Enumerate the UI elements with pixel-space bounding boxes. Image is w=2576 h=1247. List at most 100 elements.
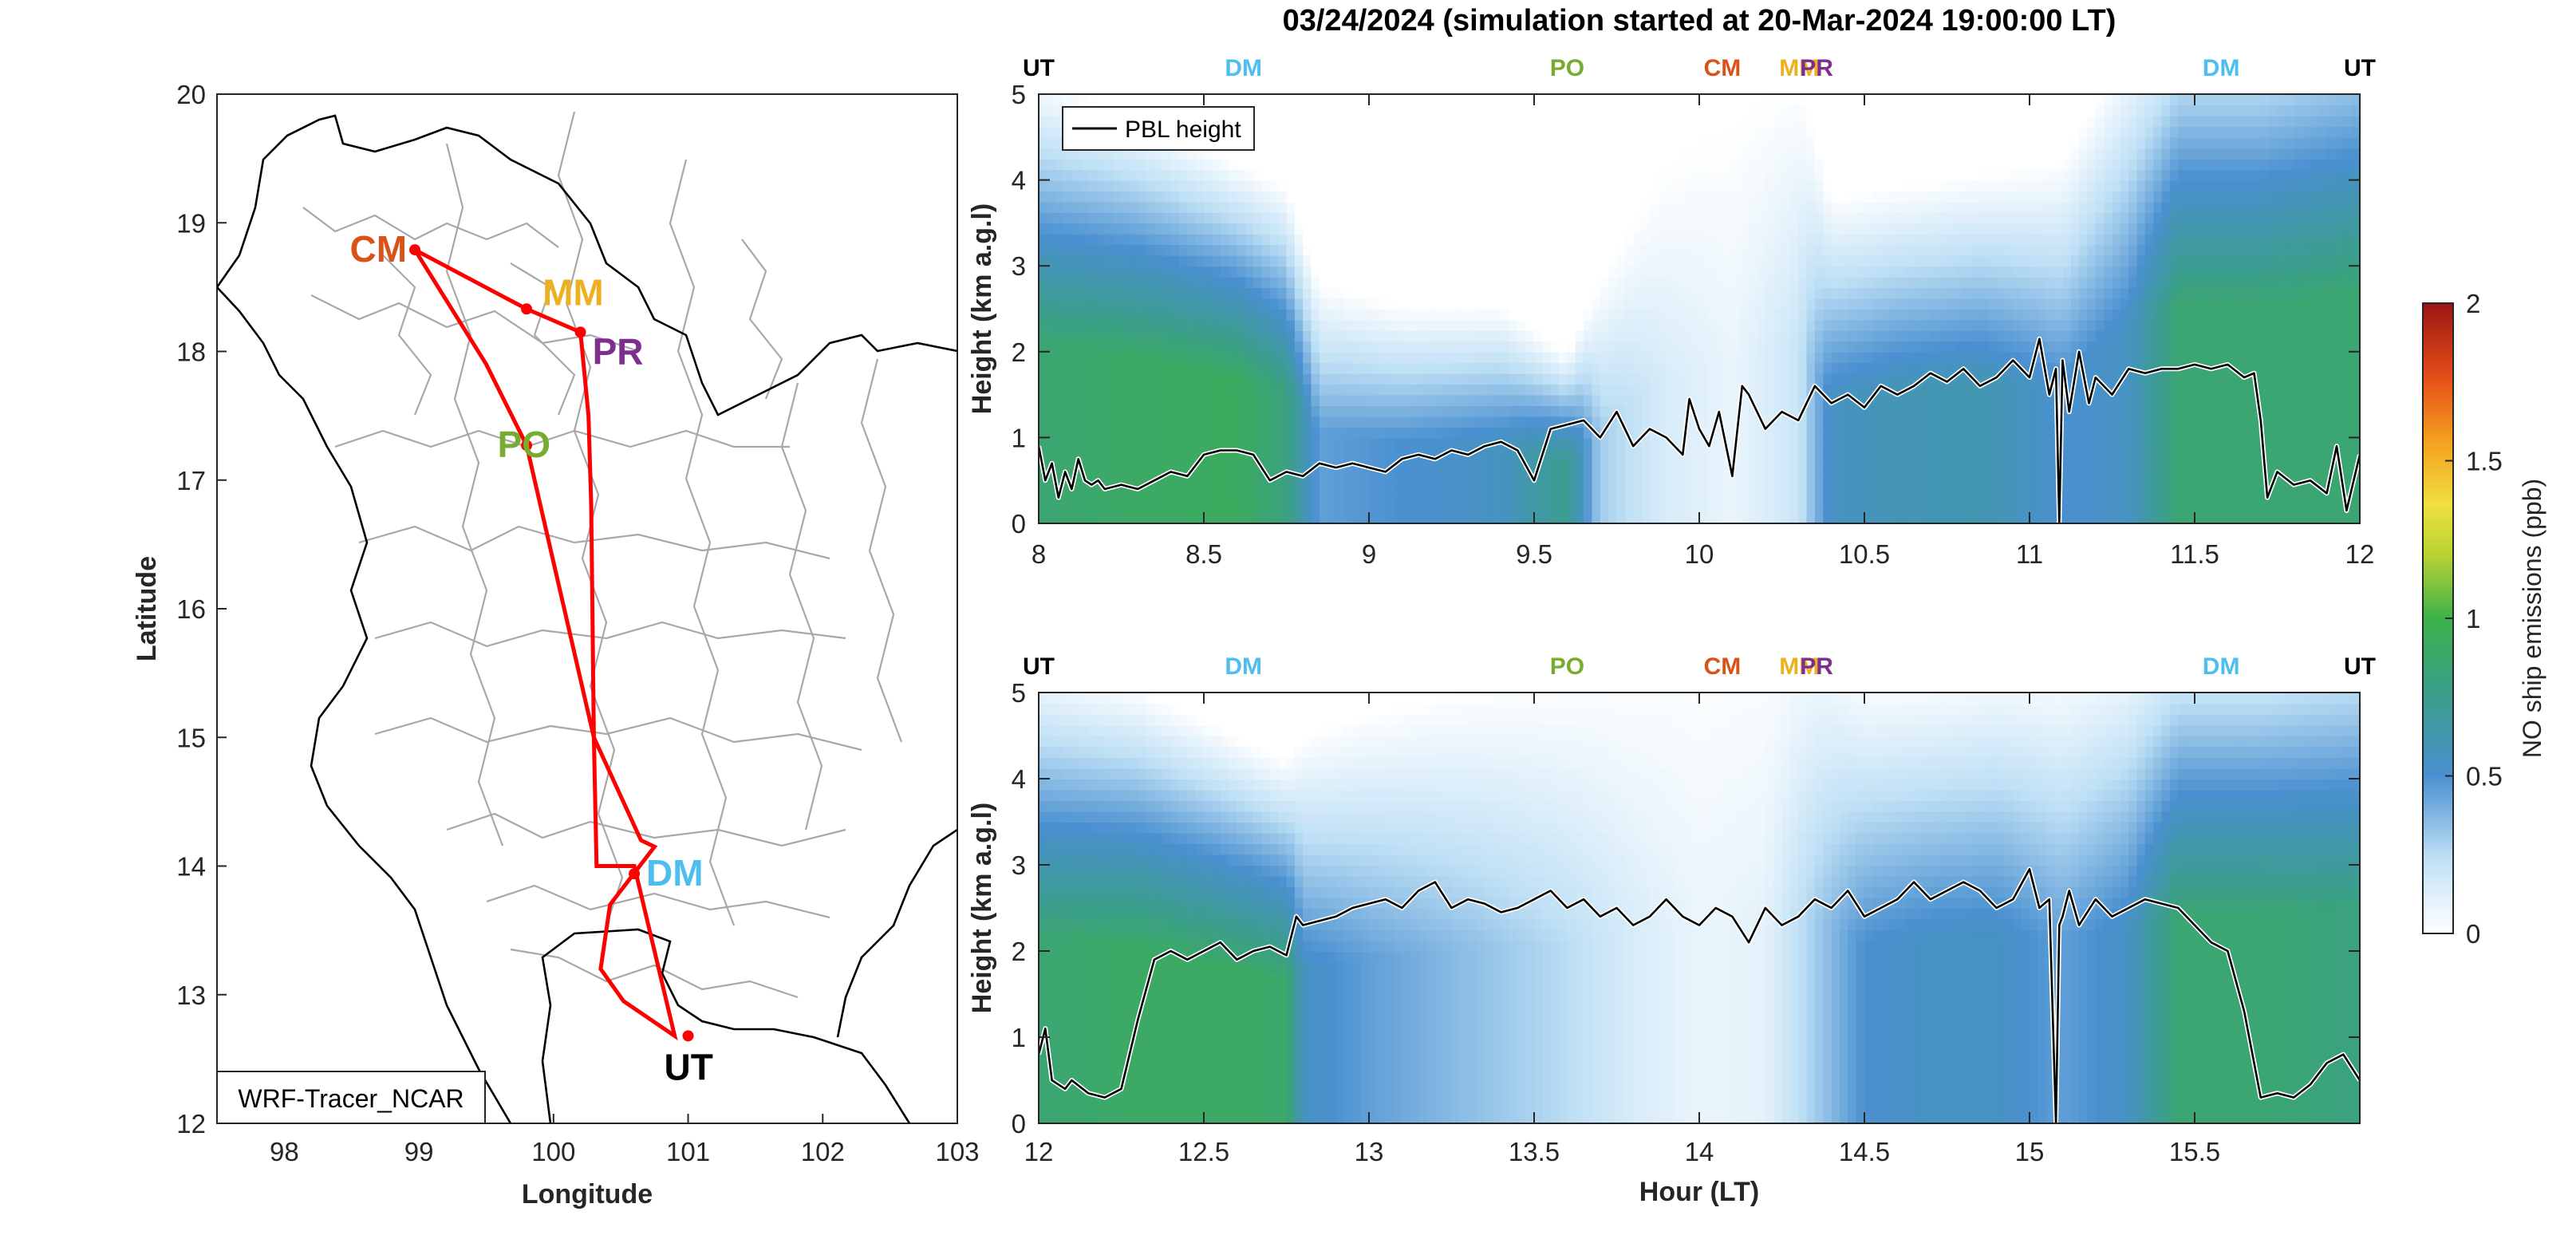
heatmap-cell [1459, 416, 1469, 428]
heatmap-cell [1055, 180, 1064, 191]
heatmap-cell [1600, 158, 1610, 171]
heatmap-cell [1327, 427, 1337, 439]
heatmap-cell [1963, 276, 1973, 289]
heatmap-cell [2013, 459, 2022, 471]
heatmap-cell [1624, 244, 1635, 256]
heatmap-cell [1649, 351, 1659, 364]
heatmap-cell [1434, 437, 1445, 449]
heatmap-cell [1113, 427, 1122, 439]
heatmap-cell [1476, 298, 1485, 310]
heatmap-cell [1856, 437, 1865, 449]
heatmap-cell [1493, 459, 1502, 471]
heatmap-cell [1814, 158, 1825, 171]
heatmap-cell [1418, 416, 1428, 428]
heatmap-cell [1823, 373, 1832, 385]
heatmap-cell [1559, 437, 1568, 449]
heatmap-cell [1434, 255, 1445, 267]
heatmap-cell [1129, 362, 1139, 374]
heatmap-cell [1765, 191, 1775, 203]
heatmap-cell [1344, 491, 1354, 503]
heatmap-cell [1509, 255, 1519, 267]
heatmap-cell [1170, 180, 1180, 191]
heatmap-cell [1666, 169, 1675, 181]
heatmap-cell [1162, 169, 1172, 181]
heatmap-cell [1559, 158, 1568, 171]
heatmap-cell [1187, 362, 1197, 374]
heatmap-cell [1707, 351, 1717, 364]
heatmap-cell [1856, 427, 1865, 439]
heatmap-cell [2038, 94, 2047, 106]
heatmap-cell [1129, 459, 1139, 471]
heatmap-cell [1055, 341, 1064, 353]
heatmap-cell [1798, 459, 1808, 471]
heatmap-cell [2045, 459, 2055, 471]
heatmap-cell [1055, 405, 1064, 417]
heatmap-cell [1996, 201, 2006, 213]
heatmap-cell [1039, 255, 1048, 267]
heatmap-cell [1088, 191, 1098, 203]
heatmap-cell [1385, 148, 1395, 160]
heatmap-cell [1278, 266, 1288, 278]
heatmap-cell [1146, 405, 1155, 417]
heatmap-cell [2030, 148, 2039, 160]
heatmap-cell [1344, 244, 1354, 256]
heatmap-cell [1195, 233, 1205, 246]
heatmap-cell [1294, 502, 1304, 514]
heatmap-cell [1212, 405, 1221, 417]
heatmap-cell [1229, 180, 1238, 191]
heatmap-cell [1154, 148, 1164, 160]
heatmap-cell [1864, 158, 1874, 171]
heatmap-cell [1798, 491, 1808, 503]
heatmap-cell [1699, 512, 1709, 523]
heatmap-cell [1352, 437, 1362, 449]
heatmap-cell [1237, 298, 1246, 310]
heatmap-cell [1649, 126, 1659, 138]
heatmap-cell [1666, 244, 1675, 256]
heatmap-cell [1534, 437, 1544, 449]
heatmap-cell [1212, 469, 1221, 482]
heatmap-cell [2038, 136, 2047, 149]
heatmap-cell [1237, 94, 1246, 106]
heatmap-cell [1394, 330, 1403, 342]
heatmap-cell [1988, 191, 1998, 203]
heatmap-cell [1360, 105, 1370, 116]
heatmap-cell [1905, 233, 1915, 246]
heatmap-cell [1724, 211, 1734, 224]
heatmap-cell [1525, 384, 1535, 396]
heatmap-cell [1418, 211, 1428, 224]
heatmap-cell [1402, 448, 1411, 460]
heatmap-cell [1402, 512, 1411, 523]
heatmap-cell [1418, 309, 1428, 321]
heatmap-cell [1584, 287, 1593, 299]
heatmap-cell [1278, 330, 1288, 342]
heatmap-cell [1930, 373, 1940, 385]
heatmap-cell [1088, 427, 1098, 439]
heatmap-cell [1229, 405, 1238, 417]
heatmap-cell [1501, 341, 1510, 353]
heatmap-cell [1179, 319, 1189, 331]
heatmap-cell [1814, 223, 1825, 235]
heatmap-cell [1765, 158, 1775, 171]
heatmap-cell [1592, 437, 1601, 449]
heatmap-cell [1476, 244, 1485, 256]
heatmap-cell [1286, 469, 1296, 482]
heatmap-cell [1394, 319, 1403, 331]
heatmap-cell [1269, 255, 1280, 267]
heatmap-cell [1113, 416, 1122, 428]
heatmap-cell [1311, 362, 1320, 374]
heatmap-cell [1675, 416, 1684, 428]
heatmap-cell [1129, 180, 1139, 191]
heatmap-cell [1939, 148, 1948, 160]
heatmap-cell [1971, 480, 1981, 492]
heatmap-cell [1675, 126, 1684, 138]
heatmap-cell [1047, 480, 1056, 492]
heatmap-cell [1550, 233, 1560, 246]
heatmap-cell [1781, 491, 1791, 503]
heatmap-cell [1567, 373, 1576, 385]
heatmap-cell [1757, 244, 1766, 256]
heatmap-cell [1633, 126, 1643, 138]
heatmap-cell [1889, 94, 1899, 106]
heatmap-cell [1864, 427, 1874, 439]
heatmap-cell [1484, 394, 1494, 406]
heatmap-cell [1971, 437, 1981, 449]
